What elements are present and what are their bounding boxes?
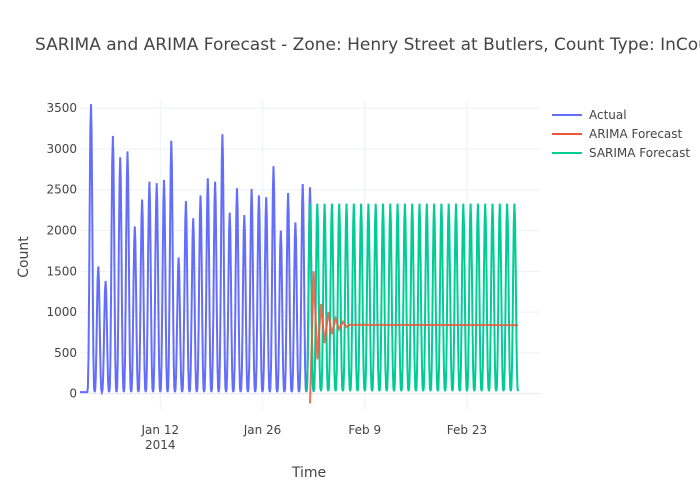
y-tick-label: 3500 [46, 101, 77, 115]
x-tick-sublabel: 2014 [145, 438, 176, 452]
y-tick-label: 500 [54, 346, 77, 360]
x-axis-title: Time [291, 465, 326, 481]
legend-label: SARIMA Forecast [589, 146, 690, 160]
chart-title: SARIMA and ARIMA Forecast - Zone: Henry … [35, 35, 700, 55]
y-tick-label: 2500 [46, 183, 77, 197]
x-tick-label: Feb 9 [348, 423, 381, 437]
plot-area [80, 104, 520, 404]
legend-label: ARIMA Forecast [589, 127, 683, 141]
y-tick-label: 1500 [46, 264, 77, 278]
legend-label: Actual [589, 108, 627, 122]
legend: Actual ARIMA Forecast SARIMA Forecast [552, 108, 690, 160]
y-tick-label: 0 [69, 387, 77, 401]
x-tick-label: Jan 12 [141, 423, 180, 437]
y-tick-label: 2000 [46, 224, 77, 238]
y-tick-label: 1000 [46, 305, 77, 319]
series-arima-forecast [309, 271, 519, 404]
y-axis-title: Count [16, 236, 32, 278]
y-tick-label: 3000 [46, 142, 77, 156]
x-tick-label: Feb 23 [447, 423, 487, 437]
series-sarima-forecast [305, 203, 520, 392]
x-tick-label: Jan 26 [243, 423, 282, 437]
y-tick-labels: 0 500 1000 1500 2000 2500 3000 3500 [46, 101, 77, 401]
series-actual [80, 104, 315, 396]
